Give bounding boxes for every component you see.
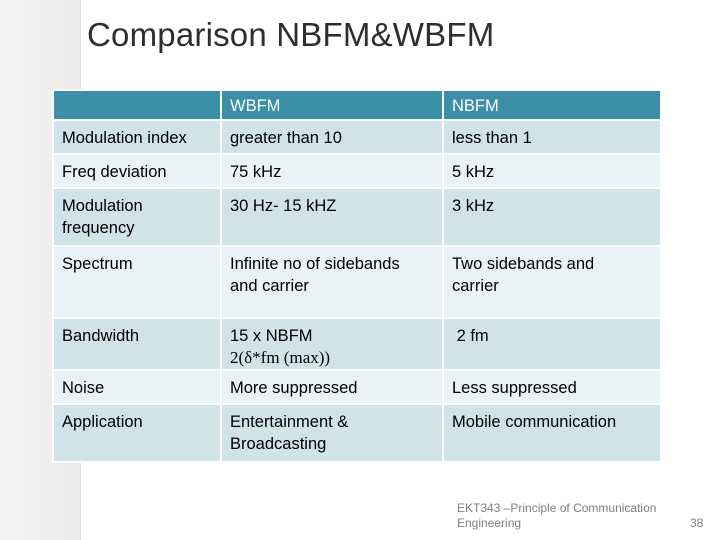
nbfm-cell: Mobile communication	[442, 403, 662, 463]
nbfm-cell: 3 kHz	[442, 187, 662, 247]
wbfm-line: Broadcasting	[230, 435, 327, 453]
wbfm-line: Entertainment &	[230, 413, 349, 431]
param-cell: Noise	[52, 369, 222, 405]
header-cell-empty	[52, 89, 222, 121]
bandwidth-formula: 2(δ*fm (max))	[230, 348, 331, 367]
nbfm-line: Two sidebands and	[452, 255, 595, 273]
wbfm-line: Infinite no of sidebands	[230, 255, 400, 273]
wbfm-cell: Entertainment & Broadcasting	[220, 403, 444, 463]
wbfm-cell: 15 x NBFM 2(δ*fm (max))	[220, 317, 444, 371]
param-cell: Bandwidth	[52, 317, 222, 371]
nbfm-cell: less than 1	[442, 119, 662, 155]
wbfm-cell: 30 Hz- 15 kHZ	[220, 187, 444, 247]
wbfm-cell: Infinite no of sidebands and carrier	[220, 245, 444, 319]
param-line: Modulation	[62, 197, 143, 215]
comparison-table: WBFM NBFM Modulation index greater than …	[52, 89, 662, 463]
wbfm-line: 15 x NBFM	[230, 327, 313, 345]
page-number: 38	[690, 516, 704, 530]
table-row: Modulation index greater than 10 less th…	[52, 119, 662, 155]
table-header-row: WBFM NBFM	[52, 89, 662, 121]
nbfm-line: carrier	[452, 277, 499, 295]
table-row: Freq deviation 75 kHz 5 kHz	[52, 153, 662, 189]
param-cell: Application	[52, 403, 222, 463]
nbfm-cell: 5 kHz	[442, 153, 662, 189]
nbfm-cell: Two sidebands and carrier	[442, 245, 662, 319]
wbfm-cell: 75 kHz	[220, 153, 444, 189]
table-row: Bandwidth 15 x NBFM 2(δ*fm (max)) 2 fm	[52, 317, 662, 371]
footer-line: Engineering	[457, 516, 522, 530]
nbfm-cell: 2 fm	[442, 317, 662, 371]
param-cell: Modulation frequency	[52, 187, 222, 247]
wbfm-line: and carrier	[230, 277, 309, 295]
wbfm-cell: greater than 10	[220, 119, 444, 155]
table-row: Modulation frequency 30 Hz- 15 kHZ 3 kHz	[52, 187, 662, 247]
footer-line: EKT343 –Principle of Communication	[457, 501, 657, 515]
param-cell: Spectrum	[52, 245, 222, 319]
slide-title: Comparison NBFM&WBFM	[87, 16, 495, 53]
wbfm-cell: More suppressed	[220, 369, 444, 405]
header-cell-wbfm: WBFM	[220, 89, 444, 121]
param-cell: Freq deviation	[52, 153, 222, 189]
param-line: frequency	[62, 219, 135, 237]
table-row: Spectrum Infinite no of sidebands and ca…	[52, 245, 662, 319]
header-cell-nbfm: NBFM	[442, 89, 662, 121]
param-cell: Modulation index	[52, 119, 222, 155]
nbfm-cell: Less suppressed	[442, 369, 662, 405]
table-row: Application Entertainment & Broadcasting…	[52, 403, 662, 463]
slide-footer: EKT343 –Principle of Communication Engin…	[457, 501, 667, 531]
table-row: Noise More suppressed Less suppressed	[52, 369, 662, 405]
